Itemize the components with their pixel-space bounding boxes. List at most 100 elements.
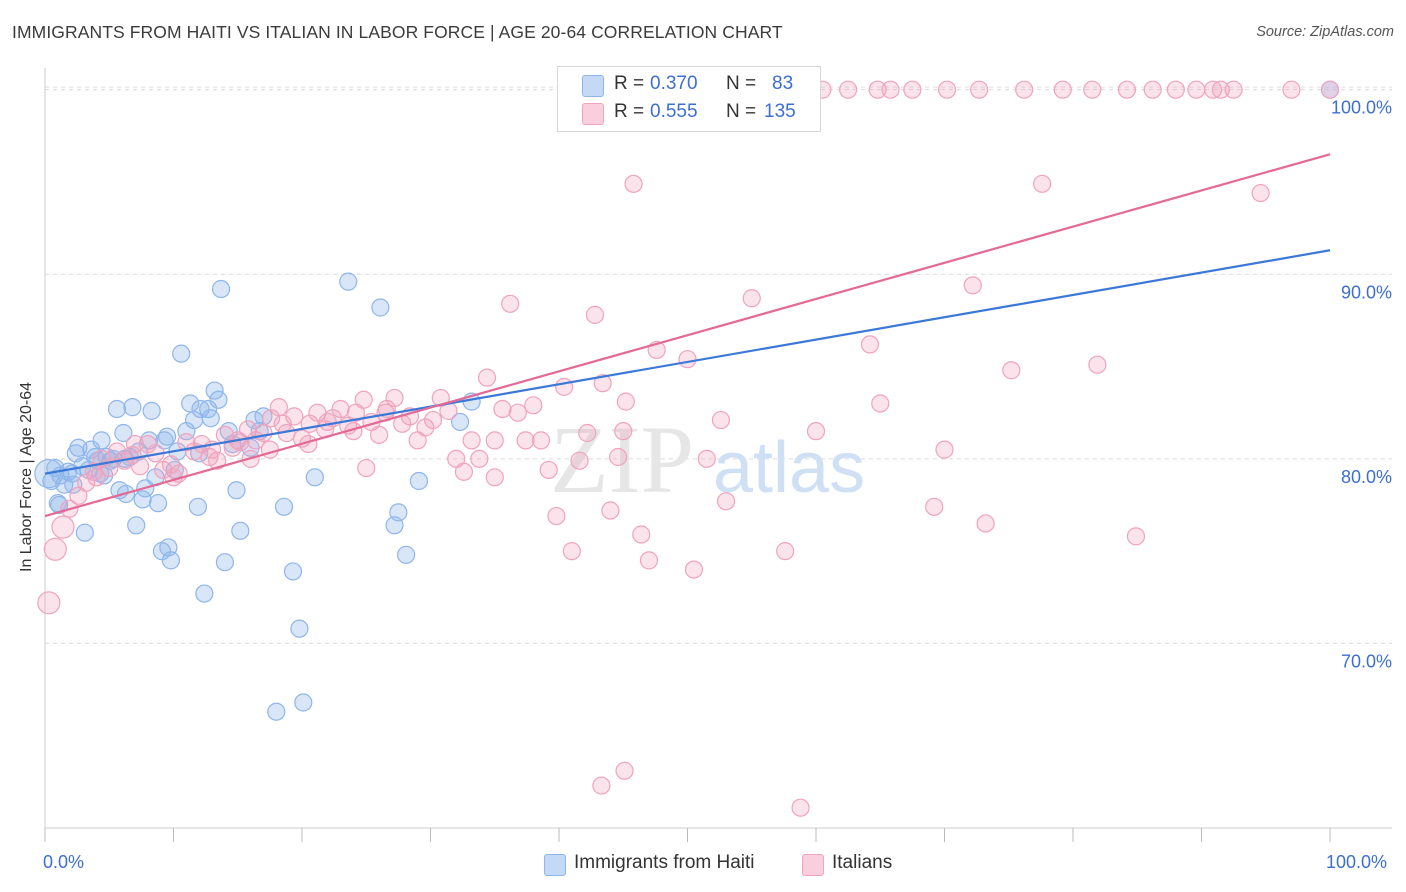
y-tick-label: 70.0% <box>1341 651 1392 671</box>
italians-point <box>1083 80 1102 99</box>
haiti-point <box>205 381 224 400</box>
trend-lines <box>44 153 1331 518</box>
haiti-point <box>50 495 69 515</box>
y-tick-label: 90.0% <box>1341 282 1392 302</box>
italians-point <box>1002 361 1021 380</box>
haiti-point <box>201 409 220 428</box>
italians-point <box>791 798 810 817</box>
italians-point <box>273 414 292 433</box>
italians-point <box>570 451 589 470</box>
italians-point <box>578 423 597 443</box>
italians-point <box>43 537 67 561</box>
haiti-point <box>389 503 408 522</box>
haiti-point <box>267 702 286 721</box>
italians-point <box>477 368 497 387</box>
correlation-legend: R = 0.370 N = 83 R = 0.555 N = 135 <box>557 66 821 132</box>
italians-point <box>868 80 887 99</box>
haiti-point <box>450 412 470 432</box>
italians-point <box>331 399 350 419</box>
haiti-point <box>283 562 303 581</box>
haiti-point <box>123 398 142 417</box>
legend-label-italians: Italians <box>832 852 893 873</box>
italians-point <box>776 542 795 561</box>
italians-point <box>615 761 634 780</box>
italians-point <box>1203 80 1223 99</box>
x-tick-label-min: 0.0% <box>43 852 85 872</box>
italians-point <box>624 174 643 193</box>
italians-point <box>935 440 954 459</box>
haiti-point <box>75 523 94 542</box>
italians-point <box>903 80 922 99</box>
legend-n-value: 83 <box>772 73 794 94</box>
y-axis-title: In Labor Force | Age 20-64 <box>18 381 35 572</box>
chart-title: IMMIGRANTS FROM HAITI VS ITALIAN IN LABO… <box>12 22 783 42</box>
italians-point <box>871 394 890 413</box>
legend-n-value: 135 <box>764 101 796 122</box>
legend-r-label: R = <box>614 101 645 122</box>
legend-swatch-italians <box>582 103 604 125</box>
italians-point <box>470 449 489 468</box>
haiti-point <box>274 497 294 516</box>
haiti-point <box>188 497 208 516</box>
italians-point <box>970 80 989 99</box>
haiti-point <box>157 427 177 446</box>
italians-point <box>562 542 581 561</box>
haiti-point <box>114 423 133 443</box>
italians-point <box>493 399 512 419</box>
haiti-point <box>195 584 214 603</box>
italians-trend-line <box>44 153 1331 518</box>
haiti-point <box>396 545 416 564</box>
italians-point <box>1015 80 1034 99</box>
legend-r-value: 0.555 <box>650 101 698 122</box>
watermark-zip: ZIP <box>550 406 694 513</box>
haiti-point <box>142 401 161 420</box>
italians-point <box>697 449 716 468</box>
haiti-point <box>294 693 313 712</box>
italians-point <box>639 551 659 570</box>
haiti-point <box>172 344 191 363</box>
italians-point <box>684 560 704 579</box>
italians-point <box>385 388 404 408</box>
italians-point <box>593 374 612 393</box>
data-points <box>34 80 1340 817</box>
haiti-point <box>227 481 246 500</box>
italians-point <box>87 468 106 487</box>
italians-point <box>130 457 150 476</box>
y-tick-label: 80.0% <box>1341 467 1392 487</box>
italians-point <box>881 80 900 99</box>
italians-point <box>269 398 288 417</box>
italians-point <box>318 412 337 432</box>
haiti-point <box>161 551 181 570</box>
haiti-point <box>215 553 234 572</box>
haiti-point <box>92 431 111 450</box>
source-credit: Source: ZipAtlas.com <box>1256 24 1394 40</box>
italians-point <box>592 776 611 795</box>
italians-point <box>485 431 504 450</box>
italians-point <box>1211 80 1230 99</box>
italians-point <box>508 403 527 422</box>
italians-point <box>1033 174 1052 193</box>
italians-point <box>963 276 982 295</box>
italians-point <box>462 431 481 450</box>
italians-point <box>716 492 736 511</box>
legend-r-value: 0.370 <box>650 73 698 94</box>
haiti-point <box>107 399 127 419</box>
grid-lines <box>45 86 1392 644</box>
italians-point <box>925 497 944 516</box>
italians-point <box>601 501 620 520</box>
italians-point <box>208 451 227 470</box>
italians-point <box>614 422 633 441</box>
italians-point <box>485 468 504 487</box>
haiti-point <box>209 390 228 409</box>
y-tick-label: 100.0% <box>1331 98 1392 118</box>
italians-point <box>1251 183 1270 203</box>
italians-point <box>454 462 474 481</box>
italians-point <box>357 458 376 478</box>
watermark-atlas: atlas <box>713 428 865 508</box>
legend-swatch-haiti <box>582 75 604 97</box>
haiti-trend-line <box>44 249 1331 475</box>
italians-point <box>1187 80 1206 99</box>
haiti-point <box>305 468 324 487</box>
italians-point <box>370 425 389 444</box>
